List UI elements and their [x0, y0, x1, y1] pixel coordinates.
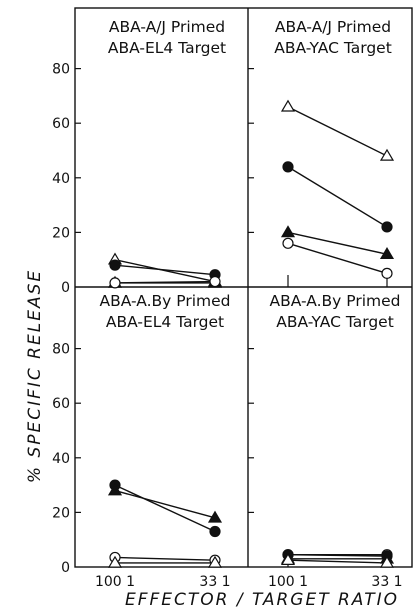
open-triangle-point [207, 555, 223, 568]
open-triangle-point [280, 99, 296, 112]
y-tick-label: 80 [52, 62, 70, 78]
y-tick-label: 60 [52, 396, 70, 412]
y-tick-label: 0 [61, 560, 70, 576]
filled-triangle-point [379, 247, 395, 260]
series-line [114, 264, 216, 276]
y-tick-label: 40 [52, 451, 70, 467]
series-line [287, 559, 388, 564]
x-axis-label: EFFECTOR / TARGET RATIO [125, 590, 399, 610]
open-triangle-point [280, 552, 296, 565]
panel-bottom-right-title-line2: ABA-YAC Target [276, 313, 394, 331]
open-triangle-point [107, 555, 123, 568]
y-tick-label: 20 [52, 225, 70, 241]
filled-circle-point [209, 525, 221, 538]
x-tick-label: 33 1 [371, 574, 402, 590]
open-circle-point [381, 267, 393, 279]
series-line [114, 484, 216, 533]
series-line [287, 231, 388, 255]
open-circle-point [209, 275, 221, 288]
y-tick-label: 0 [61, 280, 70, 296]
series-line [287, 242, 388, 275]
open-triangle-point [379, 148, 395, 161]
panel-top-right-title-line1: ABA-A/J Primed [275, 18, 391, 36]
y-tick-label: 80 [52, 342, 70, 358]
panel-top-left-title-line2: ABA-EL4 Target [108, 39, 226, 57]
series-line [287, 106, 388, 157]
x-tick-label: 33 1 [199, 574, 230, 590]
y-tick-label: 20 [52, 505, 70, 521]
panel-bottom-right-title-line1: ABA-A.By Primed [270, 292, 401, 310]
series-line [287, 166, 388, 228]
y-tick-label: 40 [52, 171, 70, 187]
open-triangle-point [379, 555, 395, 568]
y-tick-label: 60 [52, 116, 70, 132]
filled-triangle-point [280, 225, 296, 238]
filled-circle-point [381, 221, 393, 233]
x-tick-label: 100 1 [95, 574, 135, 590]
panel-bottom-left-title-line2: ABA-EL4 Target [106, 313, 224, 331]
y-axis-label: % SPECIFIC RELEASE [25, 269, 45, 483]
panel-top-right-title-line2: ABA-YAC Target [274, 39, 392, 57]
open-circle-point [109, 277, 121, 289]
filled-triangle-point [107, 483, 123, 496]
series-line [114, 489, 216, 519]
chart-marks: 0 20 40 60 80 0 20 40 60 80 100 1 33 1 100 1 33 1 [52, 7, 413, 590]
filled-triangle-point [207, 510, 223, 523]
series-line [114, 556, 216, 561]
panel-bottom-left-title-line1: ABA-A.By Primed [100, 292, 231, 310]
series-line [287, 554, 388, 557]
series-line [114, 280, 216, 284]
x-tick-label: 100 1 [268, 574, 308, 590]
panel-top-left-title-line1: ABA-A/J Primed [109, 18, 225, 36]
open-circle-point [282, 237, 294, 249]
filled-circle-point [282, 161, 294, 173]
filled-circle-point [109, 259, 121, 271]
